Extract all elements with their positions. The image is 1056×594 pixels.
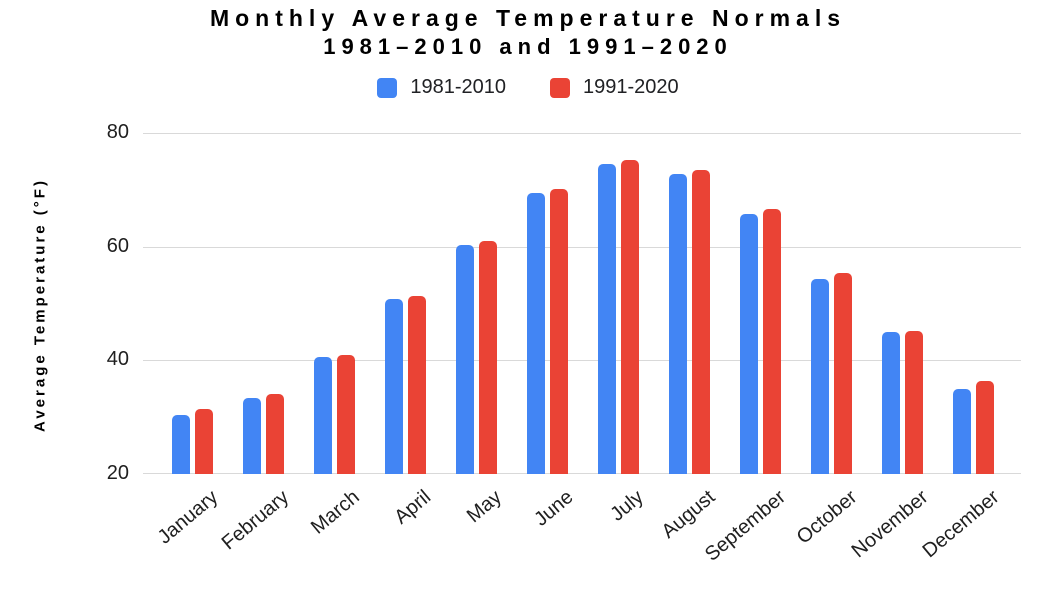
y-tick-label-60: 60	[106, 234, 129, 257]
bar-1991-2020-november	[905, 331, 923, 474]
bar-1981-2010-august	[669, 173, 687, 474]
gridline-40	[143, 360, 1021, 362]
bar-1991-2020-august	[692, 169, 710, 474]
legend-label-1981-2010: 1981-2010	[410, 76, 506, 98]
bar-1991-2020-may	[479, 240, 497, 474]
gridline-80	[143, 133, 1021, 134]
bar-1981-2010-february	[243, 397, 261, 474]
bar-1991-2020-july	[621, 159, 639, 474]
x-axis-label-text-july: July	[606, 486, 649, 526]
bar-1981-2010-november	[882, 331, 900, 474]
x-axis-label-text-january: January	[153, 486, 223, 549]
x-axis-label-text-may: May	[463, 486, 507, 528]
x-axis-label-text-august: August	[657, 486, 720, 543]
legend-item-1981-2010: 1981-2010	[377, 76, 506, 99]
y-tick-label-80: 80	[106, 121, 129, 143]
legend-swatch-1991-2020	[550, 77, 570, 98]
legend-label-1991-2020: 1991-2020	[583, 76, 679, 98]
plot-area: 80 60 40 20 January February March April May June…	[107, 121, 1021, 566]
x-axis-label-text-december: December	[918, 486, 1004, 563]
x-axis-label-text-october: October	[792, 486, 862, 549]
bar-1981-2010-december	[953, 389, 971, 474]
y-tick-label-20: 20	[106, 462, 129, 484]
gridline-20	[143, 473, 1021, 474]
bar-1981-2010-may	[456, 244, 474, 474]
x-axis-label-text-february: February	[217, 486, 294, 555]
chart-title: Monthly Average Temperature Normals	[209, 5, 847, 31]
x-axis-label-text-april: April	[390, 486, 436, 529]
bar-1991-2020-december	[976, 380, 994, 474]
legend-item-1991-2020: 1991-2020	[550, 76, 679, 99]
bar-1991-2020-october	[834, 273, 852, 474]
bar-1981-2010-march	[314, 357, 332, 474]
legend: 1981-2010 1991-2020	[0, 76, 1056, 99]
chart-subtitle: 1981–2010 and 1991–2020	[323, 34, 733, 59]
bar-1981-2010-january	[172, 414, 190, 474]
x-axis-label-text-march: March	[307, 486, 365, 539]
bar-1991-2020-march	[337, 354, 355, 474]
y-axis-title: Average Temperature (°F)	[31, 178, 49, 432]
bar-1981-2010-september	[740, 214, 758, 474]
legend-swatch-1981-2010	[377, 77, 398, 98]
gridline-60	[143, 246, 1021, 248]
bar-1981-2010-june	[527, 192, 545, 474]
bar-1991-2020-january	[195, 409, 213, 474]
bar-1981-2010-july	[598, 163, 616, 474]
bar-1991-2020-june	[550, 189, 568, 474]
bar-1991-2020-september	[763, 208, 781, 474]
bar-1981-2010-april	[385, 298, 403, 474]
x-axis-label-text-november: November	[847, 486, 933, 563]
x-axis-label-text-june: June	[529, 486, 578, 531]
y-tick-label-40: 40	[106, 348, 129, 371]
bar-1991-2020-april	[408, 295, 426, 474]
bar-1981-2010-october	[811, 279, 829, 474]
bar-1991-2020-february	[266, 394, 284, 474]
